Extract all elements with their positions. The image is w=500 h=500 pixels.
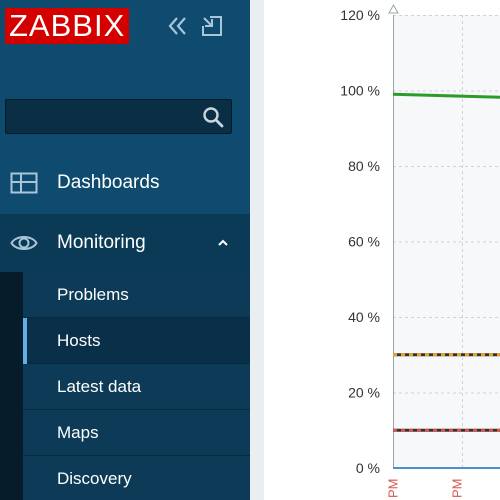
nav-item-monitoring[interactable]: Monitoring: [0, 214, 250, 272]
submenu-item-maps[interactable]: Maps: [23, 410, 250, 456]
nav-item-label: Dashboards: [57, 172, 160, 193]
collapse-sidebar-button[interactable]: [166, 13, 190, 39]
y-tick-label: 20 %: [348, 385, 380, 401]
graph-chart: 120 % 100 % 80 % 60 % 40 % 20 % 0 % PM PM: [340, 3, 500, 499]
eye-icon: [10, 236, 38, 250]
submenu-item-problems[interactable]: Problems: [23, 272, 250, 318]
series-line: [392, 92, 500, 99]
monitoring-submenu: Problems Hosts Latest data Maps Discover…: [0, 272, 250, 500]
y-tick-label: 40 %: [348, 309, 380, 325]
nav-item-label: Monitoring: [57, 232, 146, 253]
search-icon[interactable]: [202, 106, 224, 128]
y-tick-label: 60 %: [348, 234, 380, 250]
main-gutter: [250, 0, 264, 500]
y-tick-label: 120 %: [340, 7, 380, 23]
search-input[interactable]: [6, 100, 196, 133]
y-tick-label: 0 %: [356, 460, 380, 476]
search-box: [5, 99, 232, 134]
submenu-item-latest-data[interactable]: Latest data: [23, 364, 250, 410]
x-tick-label: PM: [450, 479, 465, 499]
double-chevron-left-icon: [168, 17, 186, 35]
chevron-up-icon: [218, 239, 228, 246]
kiosk-mode-icon: [202, 16, 222, 36]
plot-background: [393, 15, 500, 468]
y-axis-arrow: [388, 3, 399, 14]
y-tick-label: 80 %: [348, 158, 380, 174]
submenu-item-discovery[interactable]: Discovery: [23, 456, 250, 500]
x-tick-label: PM: [386, 479, 401, 499]
y-tick-label: 100 %: [340, 83, 380, 99]
zabbix-logo[interactable]: ZABBIX: [5, 8, 130, 44]
nav-item-dashboards[interactable]: Dashboards: [0, 154, 250, 212]
dashboard-icon: [10, 172, 38, 194]
sidebar: ZABBIX Dashboards Mon: [0, 0, 250, 500]
kiosk-mode-button[interactable]: [200, 14, 224, 38]
submenu-item-hosts[interactable]: Hosts: [23, 318, 250, 364]
